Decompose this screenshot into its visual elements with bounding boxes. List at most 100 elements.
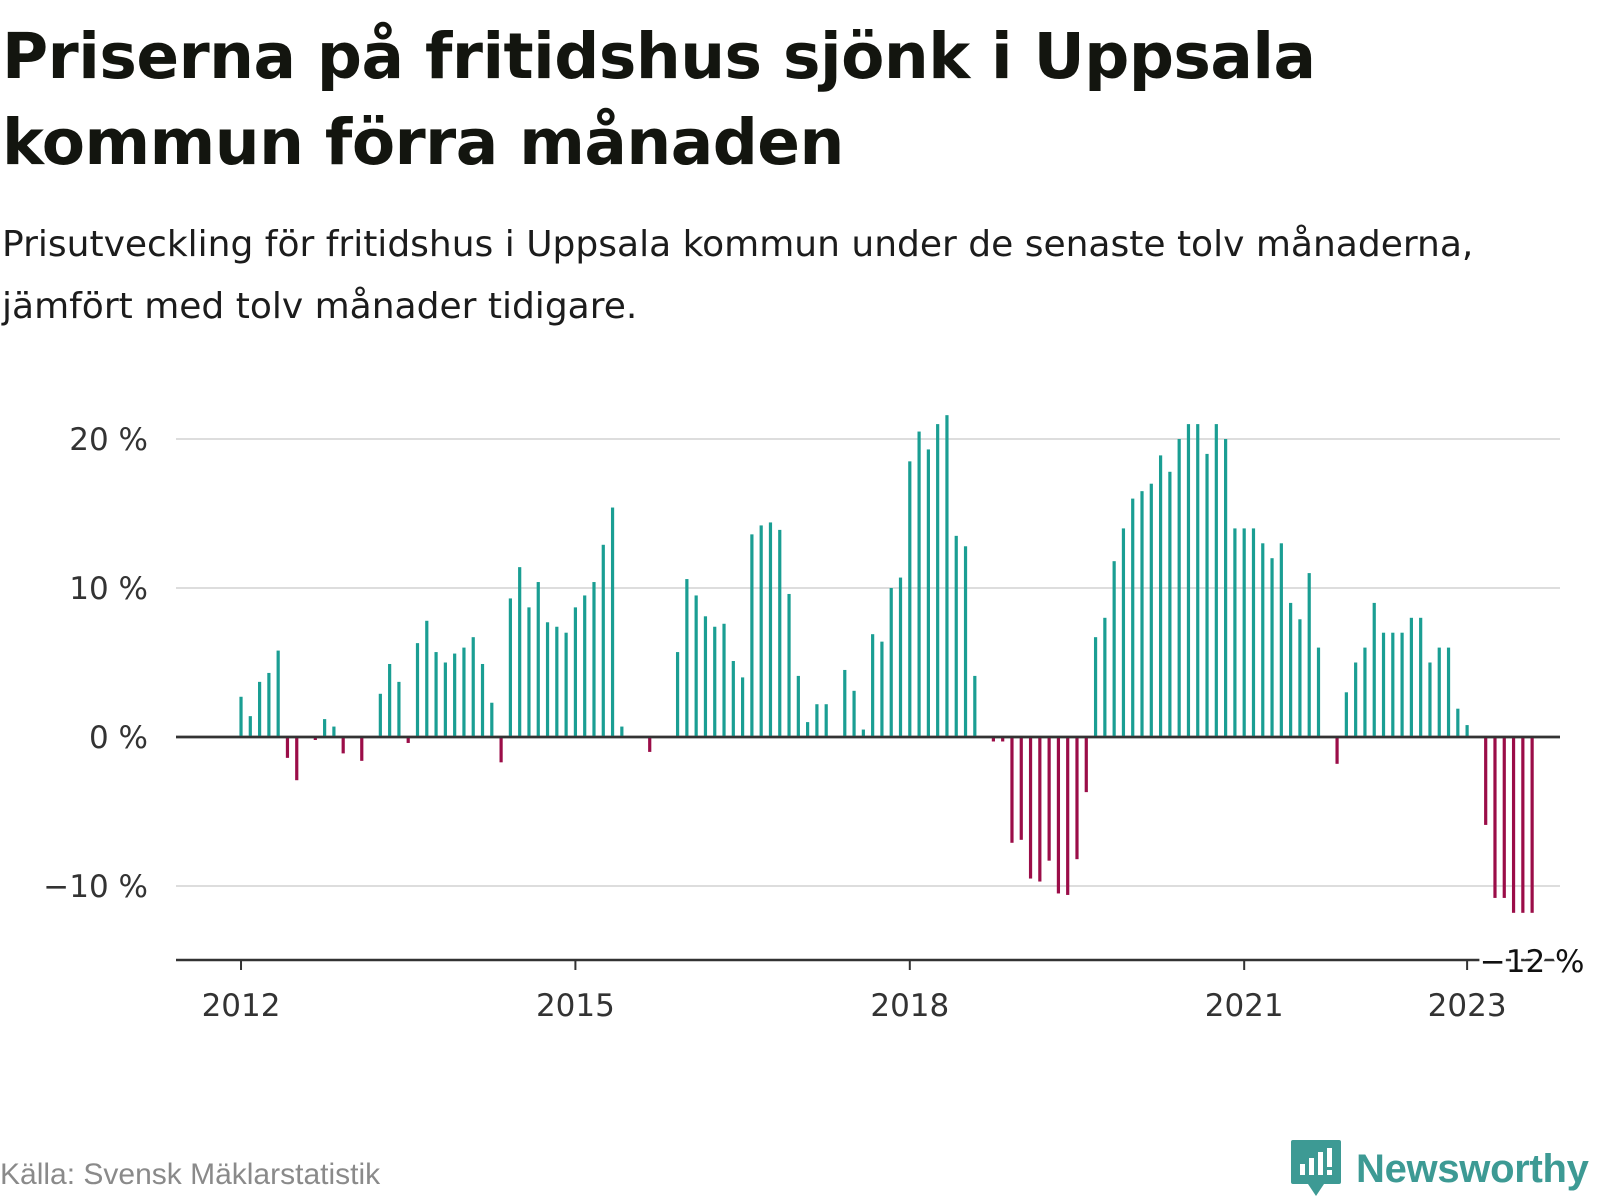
bar — [1251, 528, 1256, 737]
bar — [1335, 737, 1339, 764]
bar — [741, 677, 745, 737]
x-tick-label: 2018 — [870, 988, 949, 1024]
bar — [1196, 424, 1200, 737]
brand-name: Newsworthy — [1356, 1146, 1589, 1191]
bar — [536, 582, 540, 737]
bar — [1242, 528, 1246, 737]
bar — [648, 737, 652, 752]
bar — [1158, 455, 1163, 737]
x-tick-label: 2012 — [202, 988, 281, 1024]
bar — [1530, 737, 1534, 913]
bar — [555, 626, 559, 737]
bar — [285, 737, 290, 758]
x-tick-label: 2023 — [1428, 988, 1507, 1024]
bar — [1437, 647, 1441, 737]
bar — [323, 719, 327, 737]
bar — [1214, 424, 1218, 737]
bar — [787, 593, 791, 737]
bar — [1493, 737, 1497, 898]
bar — [378, 693, 382, 737]
bar — [759, 525, 763, 737]
bar — [1149, 483, 1153, 737]
bar — [610, 507, 615, 737]
bar — [880, 641, 884, 737]
bar — [434, 652, 438, 737]
bar — [1093, 637, 1098, 737]
bar — [806, 722, 810, 737]
bar — [926, 449, 930, 737]
source-note: Källa: Svensk Mäklarstatistik — [0, 1158, 381, 1191]
bar — [843, 669, 847, 737]
bar — [1391, 632, 1395, 737]
bar — [1381, 632, 1386, 737]
bar — [1344, 692, 1348, 737]
bar — [360, 737, 364, 761]
bar — [722, 623, 726, 737]
bar — [1298, 619, 1302, 737]
chart-subtitle: Prisutveckling för fritidshus i Uppsala … — [2, 224, 1474, 327]
bar — [778, 529, 782, 737]
bar — [1363, 647, 1367, 737]
bar — [991, 737, 995, 742]
bar — [1084, 737, 1088, 793]
bar — [1484, 737, 1488, 825]
bar — [1056, 737, 1061, 894]
bar — [518, 567, 522, 737]
bar — [889, 588, 893, 737]
bar — [1465, 725, 1469, 737]
bar — [239, 696, 243, 737]
bar — [295, 737, 299, 781]
bar — [861, 729, 865, 737]
y-tick-label: 10 % — [69, 571, 148, 607]
bar — [1261, 543, 1265, 737]
bar — [453, 653, 457, 737]
bar — [573, 607, 578, 737]
bar — [796, 675, 800, 737]
bar — [1316, 647, 1321, 737]
bar — [936, 424, 940, 737]
bar — [1279, 543, 1283, 737]
bar — [815, 704, 819, 737]
bar — [1168, 471, 1172, 737]
bar — [406, 737, 410, 743]
bar — [963, 546, 968, 737]
bar — [713, 626, 717, 737]
bar — [1131, 498, 1135, 737]
bar — [1502, 737, 1506, 898]
bar — [471, 637, 475, 737]
bar — [341, 737, 345, 754]
bar — [731, 661, 735, 737]
bar — [1233, 528, 1237, 737]
bar — [703, 616, 708, 737]
bar — [480, 663, 485, 737]
bar — [750, 534, 754, 737]
bar — [490, 702, 494, 737]
y-tick-label: 0 % — [89, 720, 148, 756]
bar — [545, 622, 550, 737]
bar — [945, 415, 949, 737]
bar — [1038, 737, 1042, 882]
bar — [462, 647, 466, 737]
bar — [313, 737, 317, 740]
y-tick-label: −10 % — [43, 869, 148, 905]
bar — [1028, 737, 1033, 879]
bar — [1419, 617, 1423, 737]
bar — [267, 672, 271, 737]
bar — [1456, 708, 1460, 737]
bar — [1177, 439, 1181, 737]
bar — [592, 582, 596, 737]
bar — [1103, 617, 1107, 737]
bar — [871, 634, 875, 737]
bar — [1121, 528, 1126, 737]
bar — [332, 726, 336, 737]
bar — [1428, 662, 1432, 737]
bar — [1521, 737, 1525, 913]
bar — [675, 652, 680, 737]
chart-title: Priserna på fritidshus sjönk i Uppsala k… — [2, 20, 1316, 179]
bar — [1112, 561, 1116, 737]
bar — [248, 716, 252, 737]
bar — [1140, 491, 1144, 737]
bar — [1001, 737, 1005, 742]
bar — [1372, 602, 1376, 737]
bar — [1186, 424, 1191, 737]
